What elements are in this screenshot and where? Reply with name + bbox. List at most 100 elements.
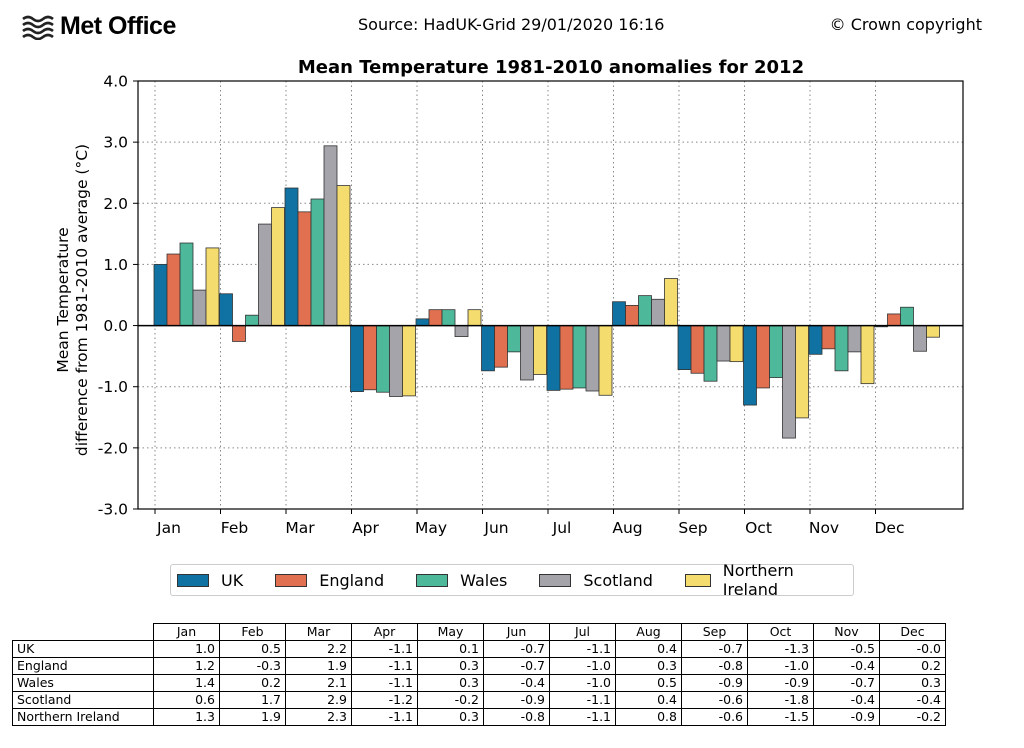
- bar-scotland-oct: [782, 325, 796, 439]
- table-row-label: Scotland: [12, 691, 154, 709]
- table-row-label: Northern Ireland: [12, 708, 154, 726]
- y-tick-label: 2.0: [103, 195, 128, 213]
- table-column-header: May: [417, 623, 484, 641]
- table-cell: 0.4: [615, 691, 682, 709]
- bar-northern-ireland-feb: [271, 207, 285, 326]
- bar-scotland-sep: [716, 325, 731, 362]
- table-cell: -0.7: [483, 657, 550, 675]
- table-row: Northern Ireland 1.3 1.9 2.3 -1.1 0.3 -0.8 -1.1…: [12, 708, 946, 726]
- table-cell: -1.1: [549, 691, 616, 709]
- y-tick-label: 3.0: [103, 134, 128, 152]
- bar-scotland-jan: [192, 289, 207, 326]
- bar-england-sep: [690, 325, 705, 374]
- legend-label: UK: [221, 570, 244, 590]
- table-column-header: Jan: [153, 623, 220, 641]
- bar-england-jun: [494, 325, 508, 368]
- x-tick-label-dec: Dec: [875, 519, 905, 537]
- table-cell: -0.6: [681, 691, 748, 709]
- bar-scotland-apr: [389, 325, 403, 397]
- legend-swatch: [177, 573, 209, 587]
- table-cell: 1.7: [219, 691, 286, 709]
- anomaly-data-table: Jan Feb Mar Apr May Jun Jul Aug Sep Oct Nov Dec UK 1…: [12, 623, 946, 726]
- x-tick-label-jun: Jun: [483, 519, 508, 537]
- header: Met Office Source: HadUK-Grid 29/01/2020…: [0, 0, 1024, 50]
- table-cell: -0.7: [681, 640, 748, 658]
- x-tick-label-apr: Apr: [352, 519, 379, 537]
- bars: [153, 145, 940, 439]
- table-cell: 0.6: [153, 691, 220, 709]
- x-tick-label-nov: Nov: [809, 519, 839, 537]
- legend-item-scotland: Scotland: [539, 571, 653, 590]
- table-cell: -1.0: [549, 674, 616, 692]
- x-tick-label-jan: Jan: [156, 519, 181, 537]
- bar-england-feb: [232, 325, 246, 342]
- table-cell: -1.8: [747, 691, 814, 709]
- y-axis-label-line2: difference from 1981-2010 average (°C): [73, 144, 91, 456]
- table-cell: -0.2: [879, 708, 946, 726]
- anomaly-bar-chart: Mean Temperature 1981-2010 anomalies for…: [54, 57, 964, 537]
- bar-uk-sep: [677, 325, 692, 370]
- table-cell: -0.7: [483, 640, 550, 658]
- legend-swatch: [275, 573, 308, 587]
- y-axis-label-line1: Mean Temperature: [54, 227, 72, 372]
- table-column-header: Nov: [813, 623, 880, 641]
- table-cell: -0.4: [879, 691, 946, 709]
- table-row: England 1.2 -0.3 1.9 -1.1 0.3 -0.7 -1.0 0.3 -0.8-…: [12, 657, 946, 675]
- table-cell: 0.5: [219, 640, 286, 658]
- bar-uk-apr: [350, 325, 364, 393]
- bar-northern-ireland-apr: [402, 325, 416, 397]
- bar-wales-jun: [507, 325, 521, 353]
- bar-northern-ireland-nov: [860, 325, 875, 385]
- table-cell: 1.3: [153, 708, 220, 726]
- table-cell: 0.3: [417, 657, 484, 675]
- table-cell: -1.1: [549, 640, 616, 658]
- table-cell: -0.4: [483, 674, 550, 692]
- y-tick-label: 0.0: [103, 317, 128, 335]
- met-office-wave-icon: [22, 15, 54, 40]
- table-column-header: Jun: [483, 623, 550, 641]
- legend-item-northern-ireland: Northern Ireland: [684, 561, 827, 599]
- table-body: UK 1.0 0.5 2.2 -1.1 0.1 -0.7 -1.1 0.4 -0.7 -1.3 -0.…: [12, 640, 946, 726]
- y-tick-label: -2.0: [98, 439, 128, 457]
- bar-northern-ireland-sep: [729, 325, 744, 363]
- x-tick-label-jul: Jul: [552, 519, 572, 537]
- bar-uk-oct: [743, 325, 757, 406]
- x-tick-labels: Jan Feb Mar Apr May Jun Jul Aug Sep Oct Nov Dec: [156, 519, 904, 537]
- y-tick-label: -1.0: [98, 378, 128, 396]
- table-cell: 2.3: [285, 708, 352, 726]
- table-cell: -0.9: [681, 674, 748, 692]
- x-tick-label-sep: Sep: [678, 519, 707, 537]
- table-cell: -1.2: [351, 691, 418, 709]
- table-cell: 2.2: [285, 640, 352, 658]
- table-cell: -1.1: [549, 708, 616, 726]
- table-cell: 1.9: [219, 708, 286, 726]
- table-cell: 0.3: [417, 708, 484, 726]
- table-cell: 0.4: [615, 640, 682, 658]
- table-cell: -1.1: [351, 657, 418, 675]
- chart-legend: UK England Wales Scotland Northern Ireland: [170, 561, 854, 599]
- y-tick-label: -3.0: [98, 501, 128, 519]
- y-tick-label: 4.0: [103, 73, 128, 91]
- table-cell: -0.0: [879, 640, 946, 658]
- table-corner: [12, 623, 154, 641]
- table-cell: -0.8: [483, 708, 550, 726]
- table-cell: -0.9: [747, 674, 814, 692]
- bar-england-nov: [821, 325, 836, 350]
- table-row-label: UK: [12, 640, 154, 658]
- bar-uk-jul: [546, 325, 561, 391]
- bar-uk-mar: [284, 187, 299, 326]
- bar-wales-may: [441, 309, 456, 326]
- table-cell: 1.0: [153, 640, 220, 658]
- table-cell: -1.0: [549, 657, 616, 675]
- table-cell: -0.2: [417, 691, 484, 709]
- table-cell: 1.9: [285, 657, 352, 675]
- bar-northern-ireland-dec: [926, 325, 940, 338]
- grid-lines: [138, 81, 963, 509]
- y-tick-label: 1.0: [103, 256, 128, 274]
- table-cell: 0.3: [879, 674, 946, 692]
- legend-item-england: England: [275, 571, 384, 590]
- bar-scotland-may: [454, 325, 469, 337]
- bar-northern-ireland-jan: [205, 247, 220, 326]
- table-row: UK 1.0 0.5 2.2 -1.1 0.1 -0.7 -1.1 0.4 -0.7 -1.3 -0.…: [12, 640, 946, 658]
- bar-england-oct: [756, 325, 770, 389]
